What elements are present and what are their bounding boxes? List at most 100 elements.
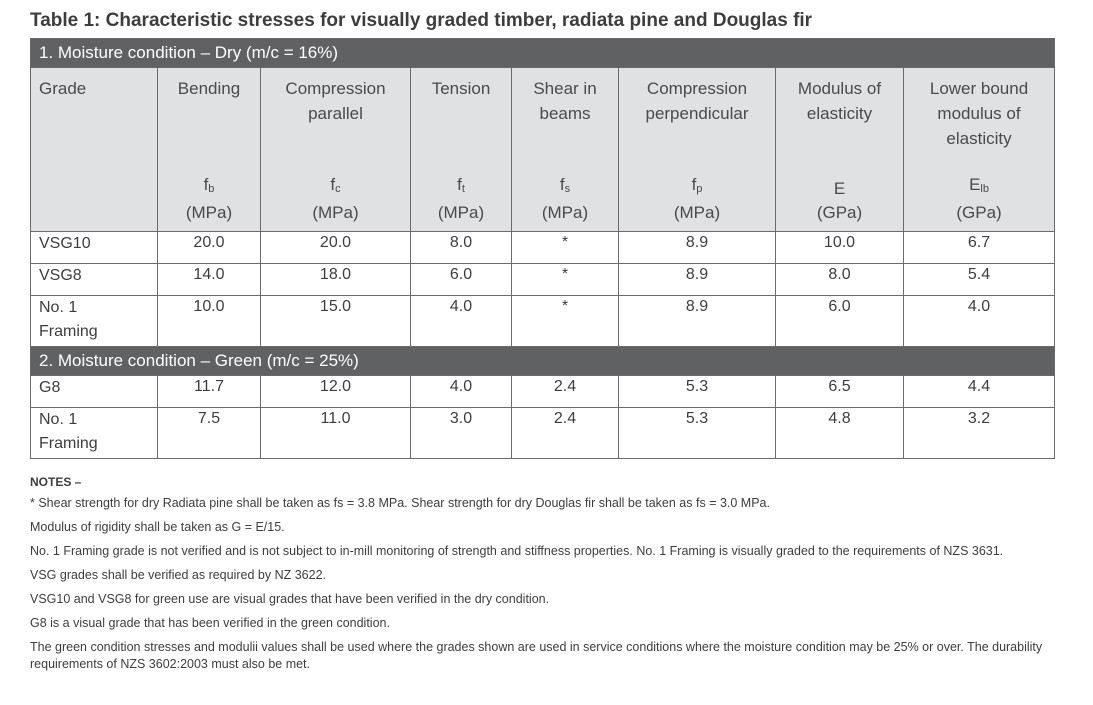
- column-header-name: Modulus of: [797, 79, 882, 98]
- table-cell: 4.4: [902, 375, 1056, 408]
- note-item: Modulus of rigidity shall be taken as G …: [30, 520, 285, 534]
- notes-title: NOTES –: [30, 475, 82, 489]
- column-header-unit: (MPa): [673, 203, 721, 222]
- table-cell: 10.0: [157, 295, 261, 347]
- column-header-unit: (GPa): [816, 203, 863, 222]
- section-row-green: 2. Moisture condition – Green (m/c = 25%…: [29, 346, 1056, 376]
- note-item: * Shear strength for dry Radiata pine sh…: [30, 496, 770, 510]
- section-row-dry: 1. Moisture condition – Dry (m/c = 16%): [29, 38, 1056, 68]
- table-cell: *: [511, 263, 619, 296]
- column-header-name: modulus of: [937, 104, 1021, 123]
- grade-label: No. 1: [39, 299, 78, 316]
- table-row: VSG10 20.0 20.0 8.0 * 8.9 10.0 6.7: [30, 231, 1056, 264]
- grade-label: No. 1: [39, 411, 78, 428]
- grade-label: VSG8: [39, 267, 82, 284]
- column-header-symbol: f: [457, 175, 462, 194]
- table-cell: *: [511, 295, 619, 347]
- table-row: G8 11.7 12.0 4.0 2.4 5.3 6.5 4.4: [30, 375, 1056, 408]
- column-header-name: Tension: [431, 79, 491, 98]
- table-cell: 8.0: [410, 231, 512, 264]
- table-cell: 14.0: [157, 263, 261, 296]
- table-cell: 11.0: [260, 407, 411, 459]
- table-cell: 20.0: [260, 231, 411, 264]
- column-header-name: Compression: [646, 79, 748, 98]
- table-cell: 2.4: [511, 407, 619, 459]
- column-header-lower-bound-modulus: Lower bound modulus of elasticity Elb (G…: [902, 67, 1056, 232]
- column-header-symbol-subscript: b: [208, 183, 215, 195]
- column-header-symbol: f: [203, 175, 209, 194]
- grade-label: G8: [39, 379, 61, 396]
- table-cell: 4.0: [410, 295, 512, 347]
- table-cell: 6.0: [775, 295, 904, 347]
- table-cell: 5.4: [902, 263, 1056, 296]
- table-row: No. 1 Framing 10.0 15.0 4.0 * 8.9 6.0 4.…: [30, 295, 1056, 347]
- table-cell: 8.9: [618, 263, 776, 296]
- table-cell: 20.0: [157, 231, 261, 264]
- note-item: G8 is a visual grade that has been verif…: [30, 616, 390, 630]
- table-cell: 3.2: [902, 407, 1056, 459]
- table-cell: 4.0: [902, 295, 1056, 347]
- table-cell: 6.5: [775, 375, 904, 408]
- column-header-name: beams: [539, 104, 591, 123]
- note-item: VSG grades shall be verified as required…: [30, 568, 326, 582]
- column-header-symbol: f: [559, 175, 565, 194]
- column-header-grade: Grade: [30, 67, 158, 232]
- column-header-symbol: f: [330, 175, 336, 194]
- column-header-compression-perpendicular: Compression perpendicular fp (MPa): [618, 67, 776, 232]
- grade-cell: VSG8: [30, 263, 158, 296]
- grade-label: Framing: [39, 323, 98, 340]
- column-header-symbol-subscript: c: [335, 183, 341, 195]
- column-header-unit: (GPa): [956, 203, 1002, 222]
- grade-cell: VSG10: [30, 231, 158, 264]
- column-header-shear-in-beams: Shear in beams fs (MPa): [511, 67, 619, 232]
- table-cell: *: [511, 231, 619, 264]
- table-cell: 12.0: [260, 375, 411, 408]
- table-cell: 5.3: [618, 407, 776, 459]
- table-cell: 6.0: [410, 263, 512, 296]
- column-header-symbol: E: [969, 175, 981, 194]
- table-cell: 4.0: [410, 375, 512, 408]
- column-header-symbol-subscript: p: [696, 183, 703, 195]
- column-header-name: Compression: [285, 79, 386, 98]
- column-header-unit: (MPa): [312, 203, 359, 222]
- column-header-modulus-of-elasticity: Modulus of elasticity E (GPa): [775, 67, 904, 232]
- column-header-symbol-subscript: s: [564, 183, 571, 195]
- table-title: Table 1: Characteristic stresses for vis…: [30, 10, 813, 31]
- notes-section: NOTES – * Shear strength for dry Radiata…: [30, 475, 1054, 673]
- table-cell: 4.8: [775, 407, 904, 459]
- column-header-name: Lower bound: [929, 79, 1029, 98]
- table-cell: 11.7: [157, 375, 261, 408]
- table-cell: 10.0: [775, 231, 904, 264]
- column-header-name: Grade: [39, 79, 87, 98]
- note-item: The green condition stresses and modulii…: [30, 640, 1043, 671]
- column-header-name: elasticity: [946, 129, 1012, 148]
- column-header-unit: (MPa): [541, 203, 589, 222]
- column-header-unit: (MPa): [437, 203, 485, 222]
- grade-cell: No. 1 Framing: [30, 295, 158, 347]
- grade-cell: No. 1 Framing: [30, 407, 158, 459]
- note-item: No. 1 Framing grade is not verified and …: [30, 544, 1004, 558]
- table-cell: 15.0: [260, 295, 411, 347]
- grade-cell: G8: [30, 375, 158, 408]
- table-cell: 8.9: [618, 295, 776, 347]
- table-cell: 6.7: [902, 231, 1056, 264]
- header-row: Grade Bending fb (MPa) Compression paral…: [30, 67, 1056, 232]
- table-cell: 7.5: [157, 407, 261, 459]
- column-header-symbol: f: [691, 175, 697, 194]
- note-item: VSG10 and VSG8 for green use are visual …: [30, 592, 550, 606]
- column-header-symbol-subscript: t: [461, 183, 465, 195]
- table-cell: 8.9: [618, 231, 776, 264]
- table-row: No. 1 Framing 7.5 11.0 3.0 2.4 5.3 4.8 3…: [30, 407, 1056, 459]
- table-cell: 3.0: [410, 407, 512, 459]
- table-cell: 8.0: [775, 263, 904, 296]
- column-header-name: parallel: [308, 104, 363, 123]
- document-page: Table 1: Characteristic stresses for vis…: [29, 8, 1056, 680]
- column-header-name: Shear in: [533, 79, 597, 98]
- column-header-symbol-subscript: lb: [980, 183, 989, 195]
- column-header-name: elasticity: [806, 104, 873, 123]
- section-heading-green: 2. Moisture condition – Green (m/c = 25%…: [29, 346, 1056, 376]
- column-header-tension: Tension ft (MPa): [410, 67, 512, 232]
- section-heading-dry: 1. Moisture condition – Dry (m/c = 16%): [29, 38, 1056, 68]
- table-cell: 2.4: [511, 375, 619, 408]
- column-header-unit: (MPa): [185, 203, 233, 222]
